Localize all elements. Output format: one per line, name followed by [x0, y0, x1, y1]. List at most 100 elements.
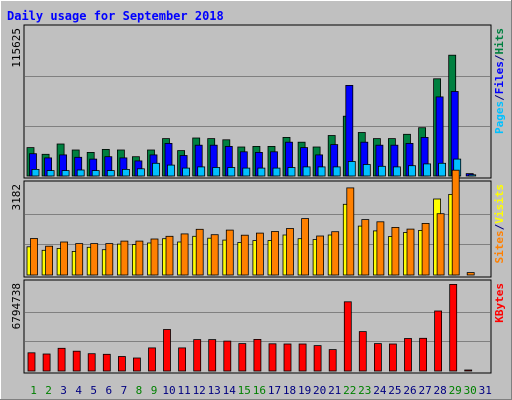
x-tick-label: 29 [449, 384, 462, 397]
panel-max-label: 3182 [10, 184, 23, 211]
bar-kbytes-day-30 [464, 369, 473, 372]
bar-sites-day-17 [271, 231, 279, 276]
x-tick-label: 31 [479, 384, 492, 397]
x-tick-label: 27 [418, 384, 431, 397]
bar-kbytes-day-8 [132, 357, 141, 372]
panel-legend: Sites/Visits [493, 184, 506, 264]
bar-kbytes-day-3 [57, 347, 66, 372]
bar-sites-day-7 [120, 240, 129, 276]
panel-2: 3182 Sites/Visits [10, 169, 506, 278]
bar-sites-day-1 [30, 238, 38, 276]
bar-kbytes-day-9 [148, 347, 156, 372]
legend-entry: / [493, 54, 506, 61]
bar-pages-day-22 [347, 161, 356, 177]
bar-kbytes-day-16 [253, 338, 262, 372]
bar-pages-day-7 [122, 168, 130, 177]
x-tick-label: 12 [193, 384, 206, 397]
bar-sites-day-16 [255, 232, 264, 276]
bar-kbytes-day-29 [449, 283, 458, 372]
x-axis-labels: 1 2 3 4 5 6 7 8 9 10 11 12 13 14 15 16 17 18 19 20 21 22 23 24 2… [30, 384, 492, 397]
bar-pages-day-23 [362, 164, 371, 177]
bar-kbytes-day-23 [358, 331, 367, 372]
bar-kbytes-day-7 [118, 356, 126, 372]
legend-entry: Hits [493, 28, 506, 55]
bar-kbytes-day-28 [434, 310, 443, 372]
x-tick-label: 1 [30, 384, 37, 397]
x-tick-label: 7 [121, 384, 128, 397]
bar-pages-day-13 [212, 167, 221, 177]
bar-kbytes-day-25 [388, 343, 397, 372]
x-tick-label: 30 [464, 384, 477, 397]
x-tick-label: 11 [177, 384, 190, 397]
bar-sites-day-23 [361, 219, 370, 276]
bar-sites-day-28 [436, 213, 445, 276]
bar-sites-day-30 [466, 272, 475, 276]
bar-kbytes-day-21 [328, 349, 337, 372]
bar-kbytes-day-27 [419, 337, 428, 372]
bar-sites-day-2 [45, 245, 53, 276]
bar-pages-day-3 [61, 170, 70, 177]
x-tick-label: 14 [223, 384, 237, 397]
bar-pages-day-19 [302, 166, 311, 177]
bar-kbytes-day-20 [313, 345, 322, 372]
bar-kbytes-day-10 [163, 329, 171, 372]
bar-pages-day-27 [423, 163, 432, 177]
bar-sites-day-27 [421, 222, 430, 276]
x-tick-label: 3 [60, 384, 67, 397]
bar-sites-day-9 [150, 238, 159, 276]
bar-pages-day-14 [227, 167, 236, 177]
bar-sites-day-5 [90, 243, 99, 276]
bar-pages-day-4 [76, 169, 85, 177]
bar-sites-day-11 [180, 233, 189, 276]
panel-legend: KBytes [493, 283, 506, 323]
bar-sites-day-18 [286, 228, 294, 276]
bar-kbytes-day-26 [404, 338, 412, 372]
bar-pages-day-5 [91, 170, 100, 177]
legend-entry: Visits [493, 184, 506, 224]
bar-kbytes-day-24 [373, 343, 382, 372]
bar-sites-day-21 [331, 231, 340, 276]
panel-3: 6794738 KBytes [10, 279, 506, 374]
x-tick-label: 9 [151, 384, 158, 397]
bar-pages-day-28 [438, 162, 447, 177]
bar-pages-day-8 [136, 168, 145, 177]
panel-legend: Pages/Files/Hits [493, 28, 506, 134]
bar-sites-day-15 [240, 234, 249, 276]
panel-max-label: 115625 [10, 28, 23, 68]
x-tick-label: 13 [208, 384, 221, 397]
x-tick-label: 8 [136, 384, 143, 397]
legend-entry: Sites [493, 230, 506, 263]
x-tick-label: 21 [328, 384, 341, 397]
bar-pages-day-18 [287, 167, 296, 177]
bar-kbytes-day-4 [72, 350, 81, 372]
bar-sites-day-20 [316, 235, 325, 276]
legend-entry: / [493, 94, 506, 101]
bar-pages-day-12 [197, 166, 206, 177]
bar-pages-day-1 [31, 168, 40, 177]
bar-sites-day-4 [75, 243, 84, 276]
bar-kbytes-day-2 [42, 353, 51, 372]
bar-pages-day-26 [408, 165, 416, 177]
x-tick-label: 25 [388, 384, 401, 397]
panel-max-label: 6794738 [10, 283, 23, 329]
x-tick-label: 28 [433, 384, 446, 397]
bar-pages-day-20 [317, 166, 326, 177]
x-tick-label: 23 [358, 384, 371, 397]
x-tick-label: 5 [90, 384, 97, 397]
bar-pages-day-16 [257, 167, 266, 177]
chart-title: Daily usage for September 2018 [7, 9, 224, 23]
bar-pages-day-21 [332, 166, 341, 177]
panel-1: 115625 Pages/Files/Hits [10, 24, 506, 179]
bar-kbytes-day-15 [238, 343, 247, 372]
bar-sites-day-29 [451, 169, 460, 276]
bar-sites-day-8 [135, 240, 144, 276]
x-tick-label: 22 [343, 384, 356, 397]
bar-kbytes-day-6 [102, 353, 111, 372]
bar-sites-day-24 [376, 221, 385, 276]
x-tick-label: 18 [283, 384, 296, 397]
bar-sites-day-12 [195, 228, 204, 276]
bar-kbytes-day-13 [208, 339, 217, 372]
bar-sites-day-6 [105, 243, 114, 276]
chart-panels: 115625Pages/Files/Hits3182Sites/Visits67… [10, 24, 506, 374]
